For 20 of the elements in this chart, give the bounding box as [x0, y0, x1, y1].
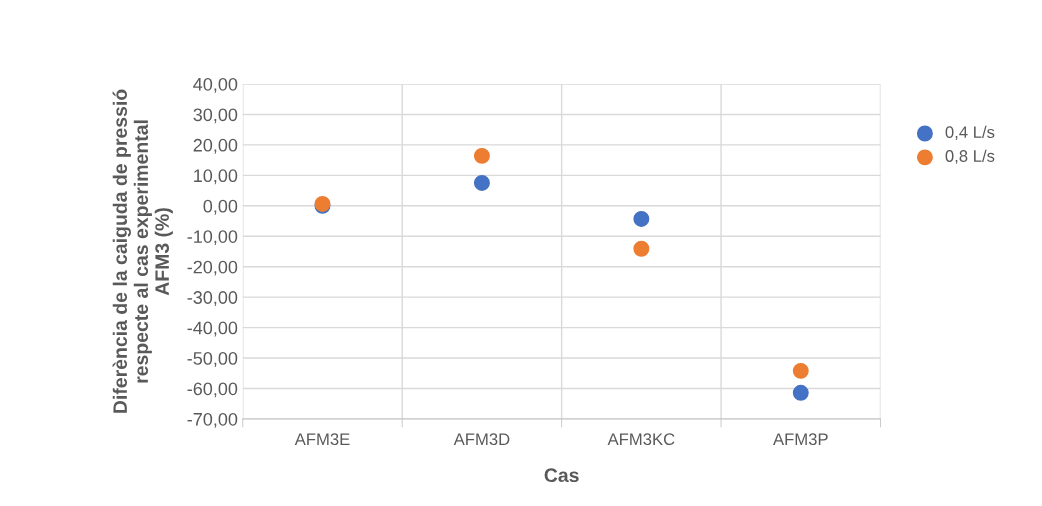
x-tick-label: AFM3E [294, 433, 350, 446]
y-tick-label: -50,00 [187, 352, 238, 367]
y-tick-label: 10,00 [194, 169, 238, 185]
y-axis-title: Diferència de la caiguda de pressió respecte al cas experimental AFM3 (%) [112, 89, 173, 413]
x-tick-label: AFM3P [773, 433, 828, 446]
x-tick-label: AFM3D [453, 433, 510, 446]
y-tick-label: -60,00 [187, 382, 238, 398]
y-tick-label: 30,00 [193, 108, 238, 124]
y-tick-label: -30,00 [187, 291, 238, 307]
y-tick-label: 40,00 [193, 77, 238, 93]
x-axis-title: Cas [544, 468, 579, 483]
y-tick-label: -10,00 [187, 230, 238, 246]
legend-label: 0,4 L/s [945, 125, 995, 140]
y-tick-label: 20,00 [193, 138, 238, 154]
y-tick-label: -20,00 [187, 260, 238, 276]
y-tick-label: 0,00 [203, 199, 238, 215]
y-tick-label: -40,00 [187, 321, 238, 337]
legend-label: 0,8 L/s [945, 149, 995, 164]
y-tick-label: -70,00 [187, 412, 238, 428]
x-tick-label: AFM3KC [607, 433, 675, 446]
